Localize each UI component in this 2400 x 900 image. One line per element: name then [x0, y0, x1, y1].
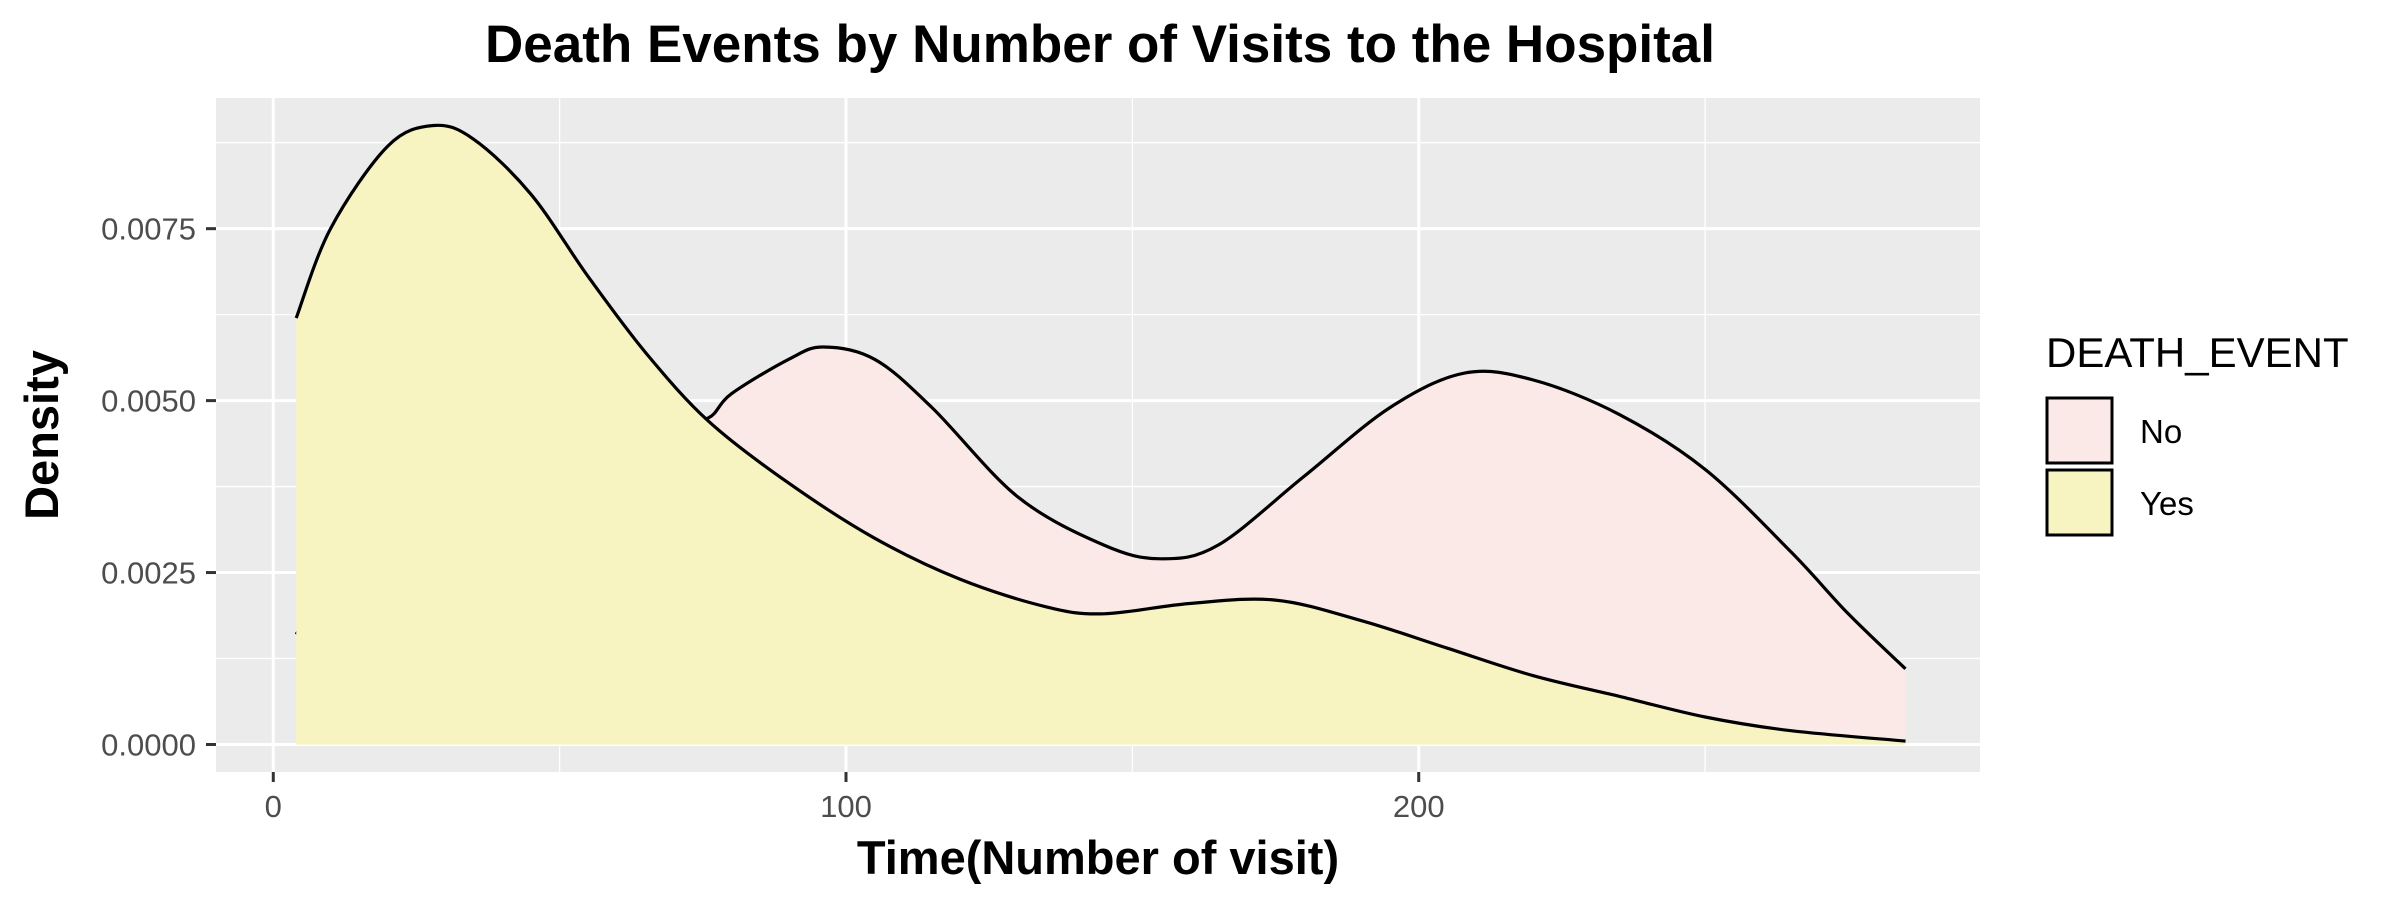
y-tick-label: 0.0050: [101, 384, 196, 419]
density-area-yes: [296, 125, 1906, 745]
density-line-yes: [294, 123, 1906, 743]
legend-label-yes: Yes: [2140, 485, 2194, 522]
legend-title: DEATH_EVENT: [2046, 329, 2349, 376]
chart-title: Death Events by Number of Visits to the …: [485, 15, 1715, 74]
legend-key-no: [2045, 396, 2114, 465]
y-tick-label: 0.0075: [101, 212, 196, 247]
density-areas: [294, 123, 1907, 745]
x-tick-label: 100: [820, 789, 872, 824]
x-tick-label: 200: [1393, 789, 1445, 824]
legend-label-no: No: [2140, 413, 2182, 450]
y-axis: 0.0000 0.0025 0.0050 0.0075: [101, 212, 216, 762]
y-axis-title: Density: [15, 350, 68, 520]
x-axis: 0 100 200: [265, 772, 1445, 824]
legend-key-yes: [2045, 468, 2114, 537]
x-tick-label: 0: [265, 789, 282, 824]
x-axis-title: Time(Number of visit): [857, 831, 1339, 884]
y-tick-label: 0.0000: [101, 727, 196, 762]
legend: DEATH_EVENT No Yes: [2045, 329, 2349, 537]
y-tick-label: 0.0025: [101, 556, 196, 591]
